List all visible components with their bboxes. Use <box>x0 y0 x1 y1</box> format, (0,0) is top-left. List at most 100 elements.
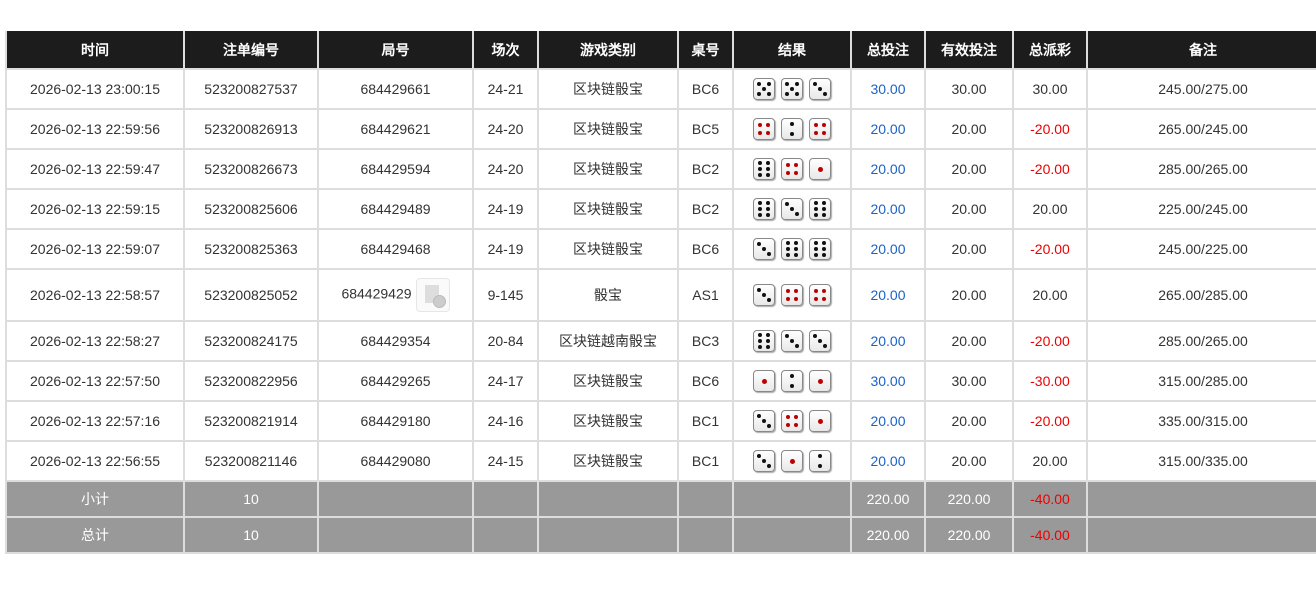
footer-count: 10 <box>183 516 319 554</box>
empty-cell <box>537 480 679 518</box>
valid-bet-cell: 20.00 <box>924 320 1014 362</box>
session-cell-text: 24-17 <box>487 373 524 389</box>
game-type-cell: 区块链骰宝 <box>537 148 679 190</box>
session-cell-text: 24-16 <box>487 413 524 429</box>
result-cell <box>732 108 852 150</box>
round-cell-text: 684429080 <box>360 453 431 469</box>
bet-id-cell: 523200825052 <box>183 268 319 322</box>
die-3-icon <box>809 78 831 100</box>
footer-valid-bet: 220.00 <box>924 480 1014 518</box>
table-cell-text: BC6 <box>691 81 720 97</box>
round-cell: 684429661 <box>317 68 474 110</box>
grand-total-row: 总计 10 220.00 220.00 -40.00 <box>5 516 1316 554</box>
valid-bet-cell-text: 20.00 <box>951 333 987 349</box>
column-header: 时间 <box>5 31 185 70</box>
footer-payout-text: -40.00 <box>1030 527 1070 543</box>
empty-cell <box>677 516 734 554</box>
total-bet-cell-text: 20.00 <box>870 241 906 257</box>
note-cell-text: 315.00/335.00 <box>1158 453 1248 469</box>
empty-cell <box>732 480 852 518</box>
bet-id-cell-text: 523200826913 <box>204 121 298 137</box>
table-row: 2026-02-13 22:58:27 523200824175 684429354… <box>5 320 1316 362</box>
table-cell: BC5 <box>677 108 734 150</box>
die-3-icon <box>753 410 775 432</box>
result-cell <box>732 268 852 322</box>
note-cell: 245.00/275.00 <box>1086 68 1316 110</box>
round-cell-text: 684429180 <box>360 413 431 429</box>
session-cell-text: 24-21 <box>487 81 524 97</box>
die-1-icon <box>809 158 831 180</box>
valid-bet-cell: 20.00 <box>924 108 1014 150</box>
session-cell: 24-19 <box>472 228 539 270</box>
footer-payout: -40.00 <box>1012 480 1088 518</box>
table-row: 2026-02-13 23:00:15 523200827537 684429661… <box>5 68 1316 110</box>
die-3-icon <box>753 450 775 472</box>
game-type-cell-text: 区块链骰宝 <box>573 161 643 177</box>
table-row: 2026-02-13 22:59:07 523200825363 684429468… <box>5 228 1316 270</box>
payout-cell: -20.00 <box>1012 320 1088 362</box>
total-bet-cell-text: 20.00 <box>870 161 906 177</box>
table-cell-text: BC3 <box>691 333 720 349</box>
result-cell <box>732 440 852 482</box>
table-row: 2026-02-13 22:58:57 523200825052 684429429… <box>5 268 1316 322</box>
footer-count: 10 <box>183 480 319 518</box>
column-header: 总投注 <box>850 31 926 70</box>
round-cell-text: 684429661 <box>360 81 431 97</box>
valid-bet-cell: 30.00 <box>924 68 1014 110</box>
valid-bet-cell: 20.00 <box>924 228 1014 270</box>
payout-cell-text: -20.00 <box>1030 161 1070 177</box>
footer-label: 小计 <box>5 480 185 518</box>
die-6-icon <box>781 238 803 260</box>
column-header: 游戏类别 <box>537 31 679 70</box>
bet-id-cell-text: 523200826673 <box>204 161 298 177</box>
round-cell-text: 684429429 <box>341 285 412 302</box>
footer-payout: -40.00 <box>1012 516 1088 554</box>
table-cell: BC2 <box>677 188 734 230</box>
empty-cell <box>677 480 734 518</box>
session-cell: 24-20 <box>472 108 539 150</box>
note-cell-text: 245.00/225.00 <box>1158 241 1248 257</box>
total-bet-cell-text: 30.00 <box>870 81 906 97</box>
payout-cell: -30.00 <box>1012 360 1088 402</box>
die-4-icon <box>781 284 803 306</box>
die-6-icon <box>753 330 775 352</box>
bet-id-cell-text: 523200827537 <box>204 81 298 97</box>
payout-cell: 20.00 <box>1012 188 1088 230</box>
table-row: 2026-02-13 22:56:55 523200821146 684429080… <box>5 440 1316 482</box>
note-cell: 245.00/225.00 <box>1086 228 1316 270</box>
dice-result <box>753 158 831 180</box>
round-cell: 684429180 <box>317 400 474 442</box>
payout-cell-text: -30.00 <box>1030 373 1070 389</box>
valid-bet-cell: 20.00 <box>924 148 1014 190</box>
table-row: 2026-02-13 22:57:50 523200822956 684429265… <box>5 360 1316 402</box>
dice-result <box>753 410 831 432</box>
round-cell-text: 684429594 <box>360 161 431 177</box>
time-cell-text: 2026-02-13 22:59:07 <box>30 241 160 257</box>
payout-cell-text: 20.00 <box>1032 201 1068 217</box>
bet-id-cell-text: 523200825606 <box>204 201 298 217</box>
total-bet-cell: 30.00 <box>850 360 926 402</box>
footer-total-bet: 220.00 <box>850 516 926 554</box>
payout-cell-text: 20.00 <box>1032 453 1068 469</box>
time-cell-text: 2026-02-13 23:00:15 <box>30 81 160 97</box>
footer-total-bet: 220.00 <box>850 480 926 518</box>
total-bet-cell-text: 20.00 <box>870 413 906 429</box>
round-cell-text: 684429265 <box>360 373 431 389</box>
payout-cell-text: -20.00 <box>1030 241 1070 257</box>
game-type-cell-text: 区块链越南骰宝 <box>559 333 657 349</box>
note-cell-text: 335.00/315.00 <box>1158 413 1248 429</box>
game-type-cell-text: 区块链骰宝 <box>573 373 643 389</box>
video-replay-icon[interactable] <box>415 278 450 312</box>
time-cell-text: 2026-02-13 22:59:47 <box>30 161 160 177</box>
valid-bet-cell: 20.00 <box>924 188 1014 230</box>
round-cell-text: 684429468 <box>360 241 431 257</box>
payout-cell: -20.00 <box>1012 108 1088 150</box>
payout-cell: 20.00 <box>1012 268 1088 322</box>
game-type-cell: 区块链骰宝 <box>537 360 679 402</box>
total-bet-cell: 30.00 <box>850 68 926 110</box>
footer-valid-bet-text: 220.00 <box>947 491 991 507</box>
session-cell-text: 24-19 <box>487 201 524 217</box>
valid-bet-cell-text: 30.00 <box>951 81 987 97</box>
column-header: 注单编号 <box>183 31 319 70</box>
table-cell: AS1 <box>677 268 734 322</box>
